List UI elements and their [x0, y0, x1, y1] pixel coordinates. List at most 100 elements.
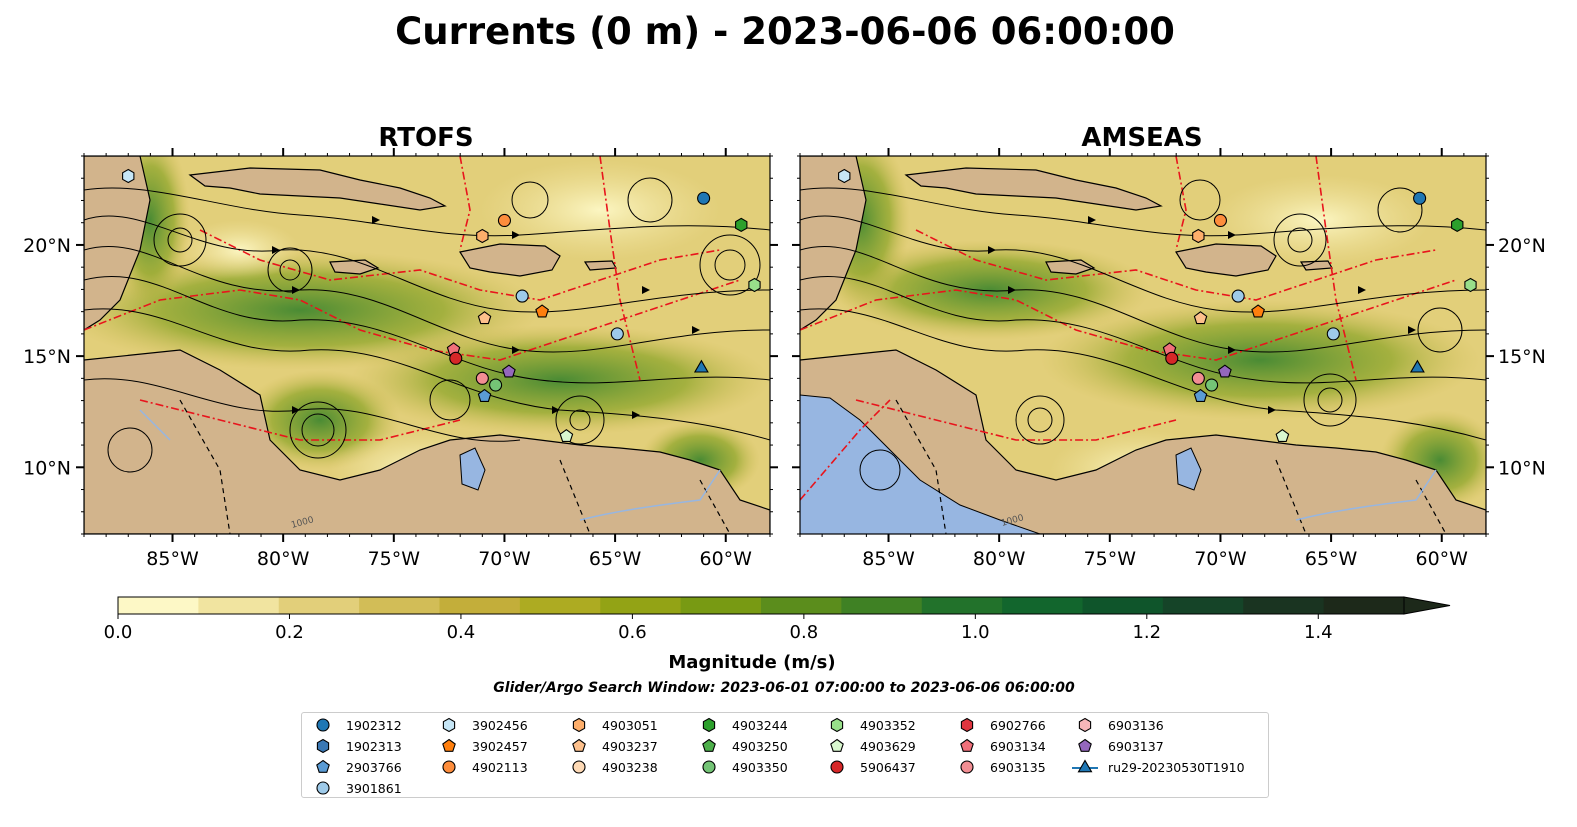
- lat-tick-label: 15°N: [23, 346, 71, 368]
- colorbar-extend-arrow: [1403, 596, 1451, 615]
- colorbar-frame: [117, 596, 1405, 615]
- colorbar-segment: [1082, 597, 1164, 614]
- colorbar-segment: [198, 597, 280, 614]
- legend-label: 4902113: [472, 759, 528, 775]
- panel-title-rtofs: RTOFS: [378, 123, 473, 153]
- colorbar: 0.0 0.2 0.4 0.6 0.8 1.0 1.2 1.4: [104, 596, 1451, 643]
- colorbar-segment: [1323, 597, 1405, 614]
- legend-marker: [702, 760, 716, 774]
- legend-item: 4903238: [566, 758, 658, 776]
- legend-marker-icon: [702, 760, 716, 774]
- legend-marker: [316, 718, 330, 732]
- colorbar-segment: [439, 597, 521, 614]
- legend-marker-icon: [830, 717, 844, 733]
- float-marker-4902113: [1213, 213, 1228, 228]
- land-jamaica: [329, 259, 380, 275]
- legend-label: 4903629: [860, 738, 916, 754]
- colorbar-segment: [118, 597, 199, 614]
- float-marker-5906437: [449, 351, 463, 365]
- float-marker-6903137: [502, 364, 516, 378]
- legend-item: ru29-20230530T1910: [1072, 758, 1245, 776]
- legend-item: 3902457: [436, 737, 528, 755]
- float-marker-1902312: [1413, 191, 1427, 205]
- legend-marker: [1078, 717, 1092, 733]
- float-marker-3902456: [122, 168, 135, 184]
- streamlines: [800, 179, 1486, 491]
- float-marker-3902456: [838, 168, 851, 184]
- legend-marker-icon: [442, 760, 456, 774]
- float-marker-4903244: [735, 217, 748, 233]
- legend-item: 3901861: [310, 779, 402, 797]
- lake-maracaibo: [459, 447, 486, 491]
- float-marker-4903629: [559, 429, 574, 442]
- float-marker-5906437: [1165, 351, 1179, 365]
- lon-tick-label: 85°W: [862, 548, 915, 570]
- legend-marker-icon: [830, 760, 844, 774]
- lake-maracaibo: [1175, 447, 1202, 491]
- colorbar-tick-label: 0.2: [275, 622, 304, 643]
- lon-tick-label: 75°W: [368, 548, 421, 570]
- legend: 1902312 1902313 2903766 3901861 3902456 39024…: [301, 712, 1269, 798]
- land-jamaica: [1045, 259, 1096, 275]
- legend-marker-icon: [572, 760, 586, 774]
- colorbar-tick-label: 1.4: [1304, 622, 1333, 643]
- land-central-south-america: [800, 349, 1486, 534]
- float-marker-4903244: [1451, 217, 1464, 233]
- float-marker-3901861: [515, 289, 529, 303]
- float-marker-2903766: [477, 388, 492, 402]
- legend-marker-icon: [442, 717, 456, 733]
- legend-marker-icon: [316, 718, 330, 732]
- legend-marker: [1077, 759, 1093, 773]
- legend-marker: [442, 738, 456, 752]
- lat-tick-label: 20°N: [1498, 235, 1546, 257]
- eez-boundaries: [800, 156, 1457, 501]
- float-marker-3902457: [535, 304, 549, 318]
- legend-marker: [572, 760, 586, 774]
- legend-marker: [316, 781, 330, 795]
- float-marker-4903051: [476, 228, 489, 244]
- float-marker-ru29-20230530T1910: [693, 359, 709, 373]
- legend-label: 4903238: [602, 759, 658, 775]
- legend-label: 6903134: [990, 738, 1046, 754]
- float-marker-4903629: [1275, 429, 1290, 442]
- legend-marker-icon: [960, 738, 974, 752]
- float-marker-3901861: [1326, 327, 1340, 341]
- colorbar-tick-label: 1.2: [1132, 622, 1161, 643]
- figure-title: Currents (0 m) - 2023-06-06 06:00:00: [395, 10, 1175, 53]
- legend-item: 1902312: [310, 716, 402, 734]
- lon-tick-label: 80°W: [257, 548, 310, 570]
- legend-marker-icon: [1072, 759, 1098, 773]
- country-borders: [179, 399, 731, 534]
- land-cuba: [904, 167, 1163, 211]
- colorbar-tick-label: 0.4: [447, 622, 476, 643]
- legend-label: 6902766: [990, 717, 1046, 733]
- legend-marker: [960, 738, 974, 752]
- float-marker-4903350: [489, 378, 503, 392]
- streamline-arrows: [272, 216, 700, 419]
- legend-item: 4903244: [696, 716, 788, 734]
- float-markers: [122, 168, 1477, 442]
- lon-tick-label: 60°W: [1416, 548, 1469, 570]
- colorbar-segment: [1243, 597, 1325, 614]
- legend-marker: [316, 759, 330, 773]
- colorbar-label: Magnitude (m/s): [668, 652, 835, 673]
- legend-marker-icon: [960, 717, 974, 733]
- legend-marker-icon: [316, 738, 330, 754]
- legend-label: 3901861: [346, 780, 402, 796]
- legend-marker: [830, 760, 844, 774]
- legend-marker-icon: [1078, 717, 1092, 733]
- search-window-text: Glider/Argo Search Window: 2023-06-01 07…: [493, 680, 1075, 696]
- colorbar-tick-label: 0.8: [790, 622, 819, 643]
- legend-label: 2903766: [346, 759, 402, 775]
- legend-label: 6903135: [990, 759, 1046, 775]
- float-marker-4903352: [748, 277, 761, 293]
- lon-tick-label: 70°W: [478, 548, 531, 570]
- legend-label: 4903244: [732, 717, 788, 733]
- legend-item: 3902456: [436, 716, 528, 734]
- lon-tick-label: 75°W: [1084, 548, 1137, 570]
- legend-item: 1902313: [310, 737, 402, 755]
- lon-tick-label: 60°W: [700, 548, 753, 570]
- legend-marker: [702, 717, 716, 733]
- country-borders: [895, 399, 1447, 534]
- legend-marker: [830, 738, 844, 752]
